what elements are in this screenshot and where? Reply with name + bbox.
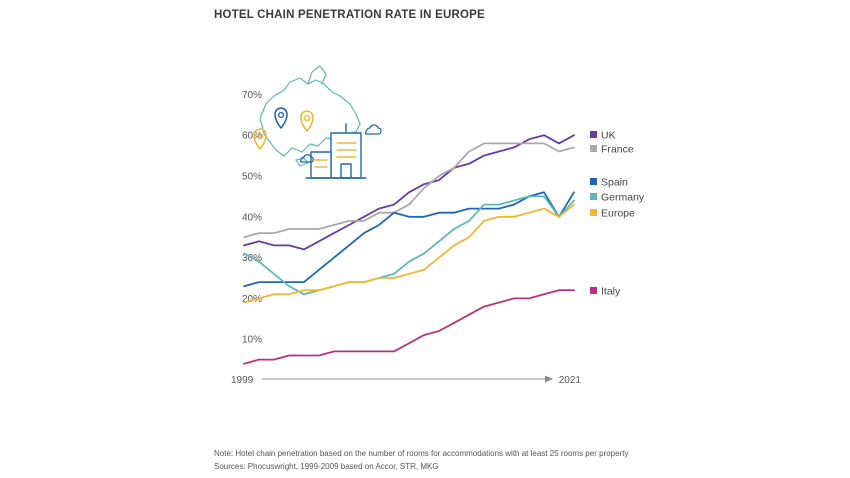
y-tick-label: 70% [242, 90, 262, 101]
footnote: Note: Hotel chain penetration based on t… [214, 449, 629, 458]
y-tick-label: 60% [242, 131, 262, 142]
building-icon [330, 132, 362, 179]
y-axis-ticks: 10%20%30%40%50%60%70% [242, 90, 262, 346]
y-tick-label: 50% [242, 172, 262, 183]
scandinavia-outline-icon [307, 65, 327, 85]
series-line-uk [243, 134, 575, 251]
x-tick-label: 1999 [231, 375, 254, 386]
series-line-france [243, 142, 575, 239]
legend-swatch [590, 209, 597, 216]
map-pin-dot [256, 132, 264, 140]
map-pin-icon [253, 128, 267, 150]
legend-swatch [590, 287, 597, 294]
cloud-icon [364, 124, 382, 135]
legend-label-uk: UK [601, 130, 616, 142]
legend-label-spain: Spain [601, 177, 628, 189]
x-tick-label: 2021 [559, 375, 582, 386]
x-axis [262, 375, 553, 383]
series-line-europe [243, 203, 575, 304]
y-tick-label: 40% [242, 212, 262, 223]
legend-label-italy: Italy [601, 286, 621, 298]
series-line-italy [243, 289, 575, 365]
map-pin-dot [303, 114, 311, 122]
small-building-icon [310, 151, 332, 179]
europe-outline-icon [259, 77, 361, 157]
legend-swatch [590, 145, 597, 152]
legend-label-france: France [601, 144, 634, 156]
x-axis-arrowhead [545, 375, 553, 383]
legend-label-germany: Germany [601, 192, 645, 204]
legend-swatch [590, 193, 597, 200]
legend-swatch [590, 131, 597, 138]
legend: UK France Spain Germany Europe Italy [590, 130, 645, 298]
chart-title: HOTEL CHAIN PENETRATION RATE IN EUROPE [214, 9, 485, 21]
sources-note: Sources: Phocuswright, 1999-2009 based o… [214, 462, 439, 471]
cloud-icon [299, 154, 314, 163]
x-axis-ticks: 1999 2021 [231, 375, 581, 386]
map-pin-icon [274, 107, 288, 129]
legend-swatch [590, 178, 597, 185]
series-line-spain [243, 191, 575, 288]
europe-map-illustration [253, 65, 382, 179]
legend-label-europe: Europe [601, 208, 635, 220]
map-pin-dot [277, 111, 285, 119]
y-tick-label: 10% [242, 335, 262, 346]
series-line-germany [243, 195, 575, 296]
map-pin-icon [300, 110, 314, 132]
series-lines [243, 134, 575, 365]
